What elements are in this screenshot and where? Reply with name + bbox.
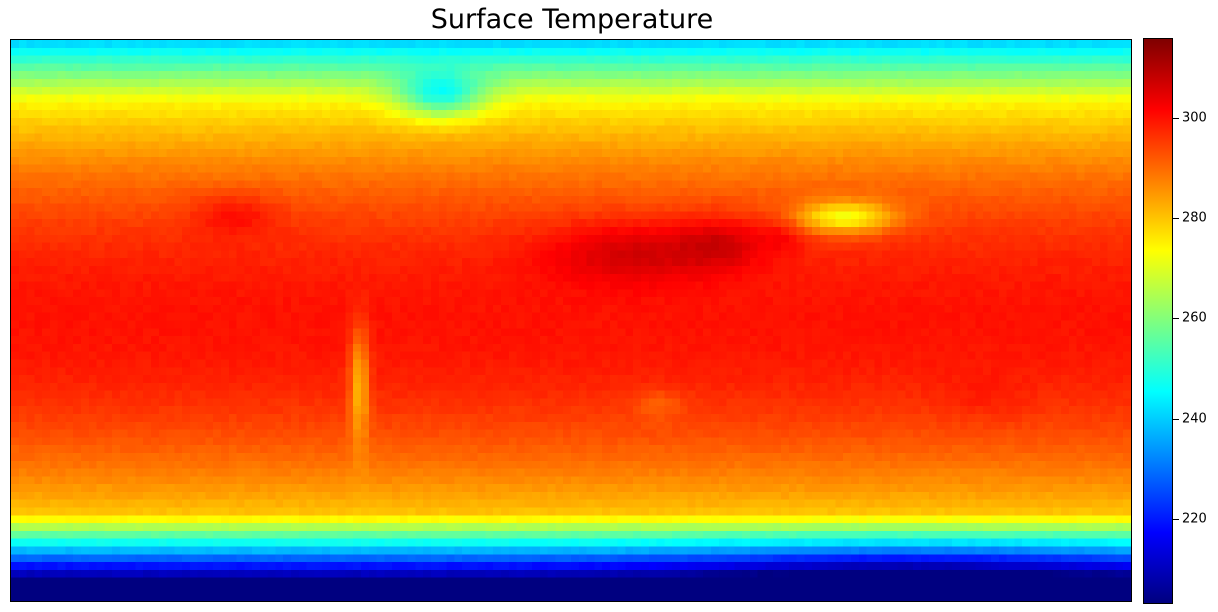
temperature-heatmap (11, 40, 1131, 601)
colorbar (1143, 38, 1173, 604)
colorbar-ticks: 220 240 260 280 300 (1173, 38, 1218, 604)
colorbar-tick-label: 260 (1182, 310, 1207, 326)
colorbar-tick-label: 300 (1182, 110, 1207, 126)
colorbar-tick-300 (1173, 118, 1179, 120)
colorbar-tick-240 (1173, 418, 1179, 420)
colorbar-tick-260 (1173, 318, 1179, 320)
colorbar-tick-label: 220 (1182, 511, 1207, 527)
colorbar-tick-280 (1173, 218, 1179, 220)
colorbar-tick-label: 280 (1182, 210, 1207, 226)
colorbar-tick-label: 240 (1182, 411, 1207, 427)
map-title: Surface Temperature (430, 4, 714, 35)
colorbar-tick-220 (1173, 518, 1179, 520)
temperature-map (10, 39, 1132, 602)
